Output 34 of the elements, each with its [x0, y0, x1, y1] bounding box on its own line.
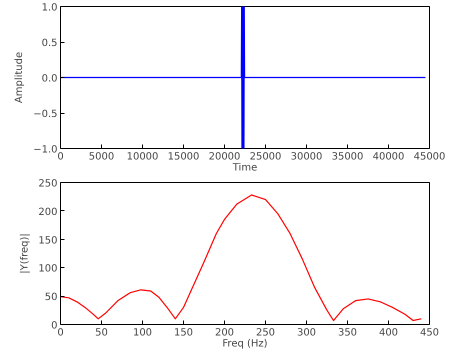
x-tick-label: 450: [420, 328, 440, 338]
x-tick-label: 400: [378, 328, 398, 338]
x-tick-label: 10000: [126, 152, 158, 162]
y-tick-label: −0.5: [33, 109, 58, 120]
x-tick-label: 5000: [88, 152, 114, 162]
x-tick-label: 35000: [332, 152, 364, 162]
x-tick-label: 25000: [250, 152, 282, 162]
x-tick-label: 45000: [414, 152, 446, 162]
x-tick-label: 40000: [372, 152, 404, 162]
y-tick-label: 0: [51, 320, 58, 332]
x-tick-label: 15000: [168, 152, 200, 162]
x-tick-label: 20000: [208, 152, 240, 162]
y-tick-label: 50: [44, 292, 58, 304]
y-tick-label: 150: [38, 235, 58, 246]
x-tick-label: 100: [132, 328, 152, 338]
y-axis-title: Amplitude: [14, 52, 26, 104]
x-tick-label: 30000: [290, 152, 322, 162]
y-tick-label: −1.0: [33, 144, 58, 156]
x-tick-label: 300: [296, 328, 316, 338]
x-tick-label: 150: [174, 328, 194, 338]
y-tick-label: 0.0: [42, 74, 58, 84]
y-tick-label: 0.5: [42, 38, 58, 49]
y-axis-title: |Y(freq)|: [19, 233, 30, 274]
y-tick-label: 100: [38, 264, 58, 275]
y-tick-label: 200: [38, 206, 58, 218]
x-tick-label: 200: [214, 328, 234, 338]
x-axis-title: Time: [232, 162, 258, 174]
y-tick-label: 250: [38, 178, 58, 190]
x-tick-label: 50: [95, 328, 108, 338]
x-tick-label: 350: [338, 328, 358, 338]
y-tick-label: 1.0: [42, 2, 58, 14]
x-axis-title: Freq (Hz): [222, 338, 268, 350]
line-series: [60, 194, 422, 322]
x-tick-label: 250: [256, 328, 276, 338]
